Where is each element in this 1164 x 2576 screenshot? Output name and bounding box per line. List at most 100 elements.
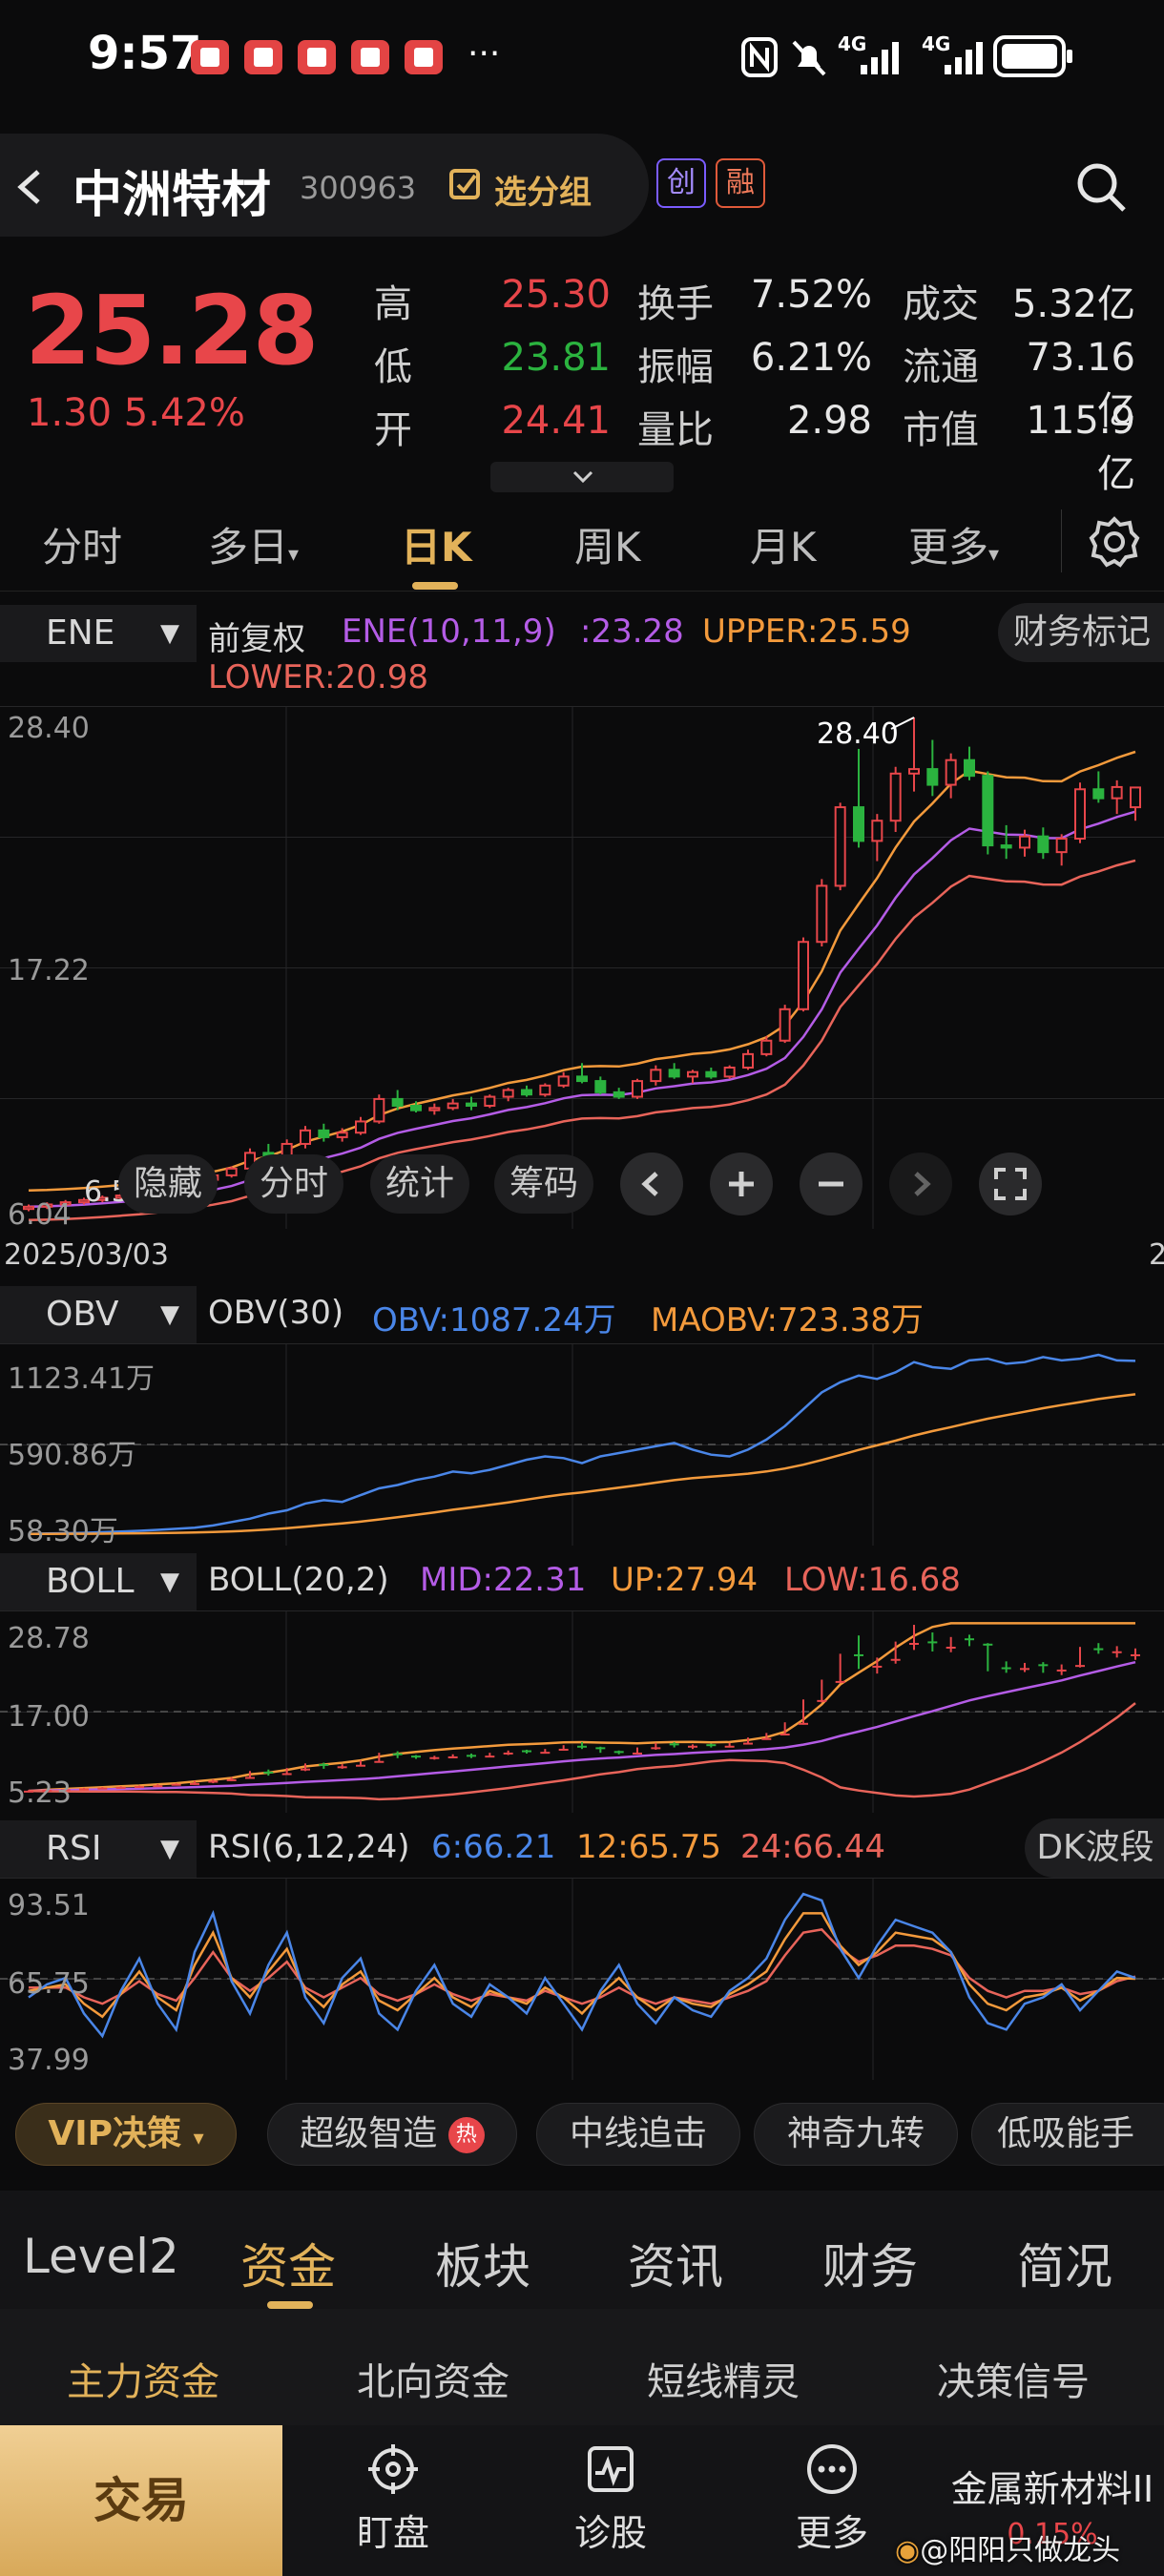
zoom-out-button[interactable] <box>800 1153 863 1215</box>
chevron-left-icon <box>641 1172 658 1196</box>
sector-ticker[interactable]: 金属新材料II 0.15% <box>941 2460 1164 2551</box>
ene-lower-line <box>28 859 1136 1222</box>
tab-finance[interactable]: 财务 <box>822 2239 918 2295</box>
active-tab-indicator <box>267 2301 313 2309</box>
zoom-in-button[interactable] <box>710 1153 773 1215</box>
candlestick-chart[interactable] <box>0 706 1164 1229</box>
chips-button[interactable]: 筹码 <box>494 1154 593 1214</box>
candle-body <box>705 1070 717 1078</box>
subtab-northbound[interactable]: 北向资金 <box>357 2360 509 2404</box>
boll-y-top: 28.78 <box>8 1622 90 1655</box>
gear-icon[interactable] <box>1088 515 1141 569</box>
vip-decision-button[interactable]: VIP决策 ▾ <box>15 2103 237 2166</box>
turnover-label: 换手 <box>637 282 714 326</box>
tab-weekly-k[interactable]: 周K <box>574 524 641 571</box>
market-cap-value: 115.9亿 <box>1026 399 1135 496</box>
app-notification-icon <box>298 40 336 74</box>
obv-selector-name: OBV <box>46 1295 119 1334</box>
obv-selector[interactable]: OBV ▼ <box>0 1286 197 1343</box>
dropdown-icon: ▼ <box>160 1568 179 1596</box>
hide-button[interactable]: 隐藏 <box>118 1154 218 1214</box>
boll-selector[interactable]: BOLL ▼ <box>0 1553 197 1610</box>
tab-funds[interactable]: 资金 <box>240 2239 336 2295</box>
boll-up: UP:27.94 <box>611 1561 759 1599</box>
candle-body <box>78 1198 90 1204</box>
candle-body <box>1000 844 1012 849</box>
candle-body <box>410 1104 422 1111</box>
dk-band-button[interactable]: DK波段 <box>1025 1818 1164 1878</box>
ene-upper-line <box>28 750 1136 1192</box>
stock-header: 中洲特材 300963 选分组 <box>0 134 649 237</box>
battery-icon <box>993 35 1072 77</box>
tab-level2[interactable]: Level2 <box>23 2229 179 2284</box>
rsi-y-bottom: 37.99 <box>8 2044 90 2077</box>
nav-more[interactable]: 更多 <box>775 2442 889 2556</box>
tab-news[interactable]: 资讯 <box>628 2239 723 2295</box>
candle-body <box>576 1075 588 1083</box>
subtab-main-funds[interactable]: 主力资金 <box>67 2360 219 2404</box>
nav-diagnose[interactable]: 诊股 <box>553 2442 668 2556</box>
rsi-chart <box>0 1878 1164 2080</box>
candle-body <box>318 1129 330 1138</box>
main-indicator-name: ENE <box>46 613 115 653</box>
tab-intraday[interactable]: 分时 <box>42 524 123 571</box>
minus-icon <box>819 1181 843 1187</box>
add-to-group-label: 选分组 <box>494 174 592 212</box>
trade-button[interactable]: 交易 <box>0 2425 282 2576</box>
more-notifications-icon: ··· <box>468 34 501 73</box>
candle-body <box>96 1196 109 1201</box>
rsi-selector[interactable]: RSI ▼ <box>0 1820 197 1878</box>
sector-change: 0.15% <box>1007 2518 1098 2551</box>
subtab-decision-signal[interactable]: 决策信号 <box>937 2360 1090 2404</box>
float-cap-value: 73.16亿 <box>1026 336 1135 433</box>
subtab-short-sprite[interactable]: 短线精灵 <box>647 2360 800 2404</box>
amount-value: 5.32亿 <box>1011 282 1135 326</box>
y-axis-top: 28.40 <box>8 712 90 745</box>
feature-midline-chase[interactable]: 中线追击 <box>536 2103 740 2166</box>
amount-label: 成交 <box>903 282 979 326</box>
maobv-line <box>29 1393 1136 1535</box>
obv-value: OBV:1087.24万 <box>372 1301 616 1340</box>
stats-button[interactable]: 统计 <box>370 1154 469 1214</box>
sub-tab-bar <box>0 2309 1164 2425</box>
fullscreen-button[interactable] <box>979 1153 1042 1215</box>
obv-y-bottom: 58.30万 <box>8 1515 118 1548</box>
scroll-left-button[interactable] <box>620 1153 683 1215</box>
tab-daily-k[interactable]: 日K <box>401 524 472 571</box>
hot-badge: 热 <box>447 2117 485 2153</box>
candle-body <box>1055 838 1068 854</box>
candle-body <box>521 1089 532 1096</box>
obv-line <box>28 1353 1136 1535</box>
expand-quote-button[interactable] <box>490 462 674 492</box>
tab-divider <box>1061 509 1062 572</box>
tab-profile[interactable]: 简况 <box>1017 2239 1112 2295</box>
search-icon[interactable] <box>1072 158 1130 216</box>
scroll-right-button[interactable] <box>889 1153 952 1215</box>
candle-body <box>1037 835 1050 854</box>
last-price: 25.28 <box>25 275 319 386</box>
back-arrow-icon[interactable] <box>13 166 46 208</box>
tab-multi-day[interactable]: 多日▾ <box>208 515 299 573</box>
adjust-mode[interactable]: 前复权 <box>208 620 305 658</box>
dropdown-icon: ▾ <box>988 543 1000 567</box>
boll-mid: MID:22.31 <box>420 1561 587 1599</box>
feature-magic-nine[interactable]: 神奇九转 <box>754 2103 958 2166</box>
tab-monthly-k[interactable]: 月K <box>750 524 817 571</box>
status-time: 9:57 <box>88 27 202 80</box>
main-indicator-selector[interactable]: ENE ▼ <box>0 605 197 662</box>
mute-icon <box>792 40 826 76</box>
more-dots-icon <box>807 2444 857 2494</box>
ene-value: :23.28 <box>580 613 684 651</box>
tab-sectors[interactable]: 板块 <box>435 2239 530 2295</box>
feature-super-zhizao[interactable]: 超级智造 热 <box>267 2103 517 2166</box>
nav-watch[interactable]: 盯盘 <box>336 2442 450 2556</box>
tab-more[interactable]: 更多▾ <box>908 515 999 573</box>
financial-mark-button[interactable]: 财务标记 <box>998 603 1164 662</box>
feature-low-buy[interactable]: 低吸能手 <box>971 2103 1164 2166</box>
boll-y-mid: 17.00 <box>8 1700 90 1734</box>
rsi-y-top: 93.51 <box>8 1889 90 1922</box>
vip-decision-label: VIP决策 <box>48 2114 182 2153</box>
period-tab-bar <box>0 496 1164 592</box>
candle-body <box>945 758 957 786</box>
intraday-button[interactable]: 分时 <box>244 1154 343 1214</box>
